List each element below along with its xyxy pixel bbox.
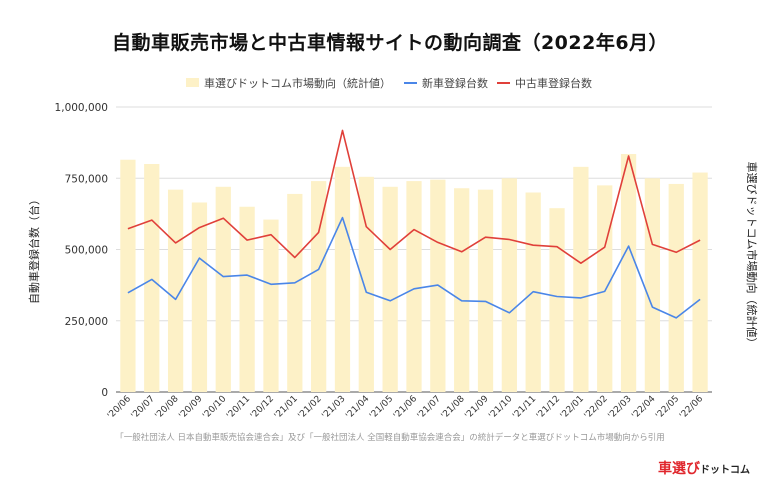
- x-tick-label: '21/12: [535, 394, 562, 421]
- x-tick-label: '20/11: [225, 394, 252, 421]
- bar: [263, 219, 279, 392]
- y-axis-label-left: 自動車登録台数（台）: [27, 194, 41, 304]
- bar: [620, 154, 637, 392]
- x-tick-label: '21/01: [273, 394, 300, 421]
- x-tick-label: '22/02: [583, 394, 610, 421]
- y-tick-label: 0: [101, 387, 108, 399]
- y-tick-label: 1,000,000: [55, 102, 108, 114]
- bar: [406, 181, 422, 392]
- x-tick-label: '20/09: [177, 394, 204, 421]
- chart-title: 自動車販売市場と中古車情報サイトの動向調査（2022年6月）: [111, 32, 669, 54]
- bar: [644, 178, 661, 392]
- x-tick-label: '20/07: [130, 394, 157, 421]
- y-axis-ticks: 0 250,000 500,000 750,000 1,000,000: [55, 102, 108, 399]
- bar: [311, 181, 327, 392]
- legend-label: 新車登録台数: [422, 76, 488, 90]
- x-tick-label: '21/10: [487, 394, 514, 421]
- x-tick-label: '20/12: [249, 394, 276, 421]
- x-tick-label: '21/02: [297, 394, 324, 421]
- x-tick-label: '20/10: [201, 394, 228, 421]
- bar: [501, 178, 517, 392]
- x-tick-label: '21/11: [511, 394, 538, 421]
- x-tick-label: '21/09: [463, 394, 490, 421]
- bar: [191, 202, 208, 392]
- bar: [597, 185, 613, 392]
- x-tick-label: '22/03: [607, 394, 634, 421]
- x-tick-label: '22/05: [654, 394, 681, 421]
- series-line: [127, 129, 701, 265]
- legend: 車選びドットコム市場動向（統計値） 新車登録台数 中古車登録台数: [186, 76, 592, 90]
- bar: [334, 166, 351, 392]
- source-note: 「一般社団法人 日本自動車販売協会連合会」及び「一般社団法人 全国軽自動車協会連…: [115, 433, 665, 443]
- series-line: [127, 216, 701, 319]
- bar: [549, 208, 565, 392]
- x-tick-label: '21/07: [416, 394, 443, 421]
- x-tick-label: '21/05: [368, 394, 395, 421]
- bar: [215, 186, 231, 392]
- y-axis-label-right: 車選びドットコム市場動向（統計値）: [745, 162, 759, 349]
- logo-part-1: 車選び: [658, 461, 700, 477]
- bar: [358, 176, 374, 392]
- bar: [144, 164, 160, 392]
- y-tick-label: 500,000: [65, 245, 108, 257]
- y-tick-label: 750,000: [65, 173, 108, 185]
- line-series: [127, 129, 701, 319]
- logo-part-2: ドットコム: [700, 465, 750, 476]
- bar: [692, 172, 708, 392]
- x-tick-label: '22/06: [678, 394, 705, 421]
- bar: [454, 188, 470, 392]
- legend-swatch: [186, 78, 199, 87]
- bar: [287, 193, 303, 392]
- bar: [239, 206, 255, 392]
- bar: [668, 183, 684, 392]
- brand-logo[interactable]: 車選びドットコム: [658, 458, 750, 478]
- x-tick-label: '20/06: [106, 394, 133, 421]
- x-tick-label: '21/06: [392, 394, 419, 421]
- x-tick-label: '20/08: [154, 394, 181, 421]
- x-tick-label: '21/08: [440, 394, 467, 421]
- bar: [477, 189, 494, 392]
- x-tick-label: '22/01: [559, 394, 586, 421]
- x-tick-label: '21/04: [344, 394, 371, 421]
- bar: [573, 166, 589, 392]
- legend-label: 車選びドットコム市場動向（統計値）: [204, 76, 391, 90]
- y-tick-label: 250,000: [65, 316, 108, 328]
- x-tick-label: '22/04: [630, 394, 657, 421]
- legend-label: 中古車登録台数: [515, 76, 592, 90]
- x-tick-label: '21/03: [320, 394, 347, 421]
- bar: [120, 159, 136, 392]
- bar: [382, 186, 398, 392]
- x-axis-ticks: '20/06'20/07'20/08'20/09'20/10'20/11'20/…: [106, 394, 706, 421]
